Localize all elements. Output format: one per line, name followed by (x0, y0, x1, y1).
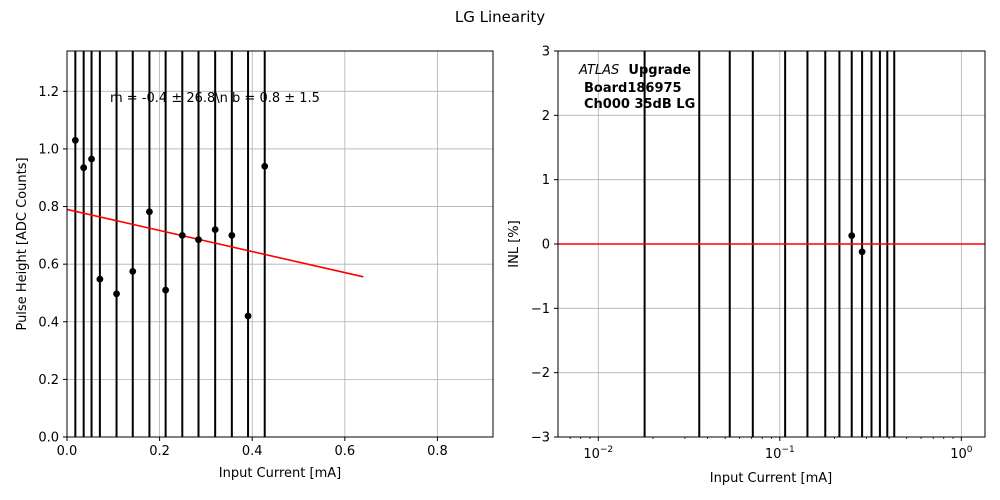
atlas-upgrade-text: Upgrade (628, 63, 691, 78)
atlas-label: ATLAS Upgrade (578, 63, 691, 78)
left-y-tick-label: 1.2 (38, 85, 59, 100)
left-x-tick-label: 0.0 (57, 444, 78, 459)
left-error-bars (74, 51, 266, 437)
left-axes-frame (66, 50, 494, 438)
left-y-tick-label: 0.2 (38, 373, 59, 388)
right-x-tick-base: 10 (765, 447, 782, 462)
left-y-tick-label: 0.8 (38, 200, 59, 215)
right-x-tick-base: 10 (583, 447, 600, 462)
left-x-tick-label: 0.2 (149, 444, 170, 459)
left-data-point (244, 312, 252, 320)
left-data-point (195, 236, 202, 244)
right-x-tick-label: 10−1 (765, 445, 795, 462)
left-data-point (162, 286, 170, 294)
left-fit-line-segment (66, 208, 364, 278)
right-y-tick-label: −1 (531, 302, 550, 317)
left-chart-panel: 0.0 0.2 0.4 0.6 0.8 0.0 0.2 0.4 0.6 0.8 1.0 1.2 m … (15, 50, 494, 481)
left-fit-line (66, 208, 364, 278)
right-x-tick-exponent: 0 (967, 445, 973, 455)
left-fit-annotation: m = -0.4 ± 26.8\n b = 0.8 ± 1.5 (110, 91, 320, 106)
right-y-tick-label: −3 (531, 431, 550, 446)
board-label: Board186975 (584, 81, 682, 96)
right-x-tick-base: 10 (950, 447, 967, 462)
right-x-ticks: 10−2 10−1 100 (569, 437, 973, 462)
left-data-point (146, 208, 153, 216)
left-y-tick-label: 0.4 (38, 315, 59, 330)
right-y-tick-label: 3 (542, 45, 550, 60)
right-y-tick-label: 0 (542, 238, 550, 253)
right-data-point (848, 232, 856, 240)
left-x-tick-label: 0.8 (427, 444, 448, 459)
right-y-tick-label: 1 (542, 173, 550, 188)
right-data-points (848, 232, 866, 256)
channel-label: Ch000 35dB LG (584, 97, 695, 112)
left-x-ticks: 0.0 0.2 0.4 0.6 0.8 (57, 437, 448, 459)
left-data-point (228, 231, 236, 239)
atlas-italic-text: ATLAS (578, 63, 619, 78)
left-y-axis-label: Pulse Height [ADC Counts] (15, 157, 30, 330)
left-data-point (88, 155, 95, 163)
left-data-point (129, 267, 137, 275)
left-plot-background (67, 51, 493, 437)
right-x-tick-label: 10−2 (583, 445, 613, 462)
left-y-tick-label: 0.0 (38, 431, 59, 446)
left-data-point (211, 226, 219, 233)
left-data-point (96, 275, 104, 283)
right-x-tick-exponent: −1 (781, 445, 794, 455)
left-data-point (113, 290, 120, 298)
left-y-ticks: 0.0 0.2 0.4 0.6 0.8 1.0 1.2 (38, 85, 67, 446)
left-grid (66, 51, 493, 438)
right-x-tick-exponent: −2 (600, 445, 613, 455)
right-data-point (858, 248, 866, 256)
left-data-point (80, 164, 88, 172)
left-x-tick-label: 0.6 (334, 444, 355, 459)
right-x-axis-label: Input Current [mA] (710, 471, 832, 486)
right-y-tick-label: 2 (542, 109, 550, 124)
right-y-axis-label: INL [%] (507, 220, 522, 267)
right-y-ticks: −3 −2 −1 0 1 2 3 (531, 45, 558, 446)
left-x-tick-label: 0.4 (242, 444, 263, 459)
figure-title: LG Linearity (455, 8, 545, 26)
left-x-axis-label: Input Current [mA] (219, 466, 341, 481)
left-y-tick-label: 1.0 (38, 142, 59, 157)
left-y-tick-label: 0.6 (38, 258, 59, 273)
right-y-tick-label: −2 (531, 366, 550, 381)
left-data-points (71, 136, 269, 320)
left-data-point (261, 162, 269, 170)
left-data-point (178, 231, 186, 239)
left-data-point (71, 136, 79, 144)
right-x-tick-label: 100 (950, 445, 973, 462)
